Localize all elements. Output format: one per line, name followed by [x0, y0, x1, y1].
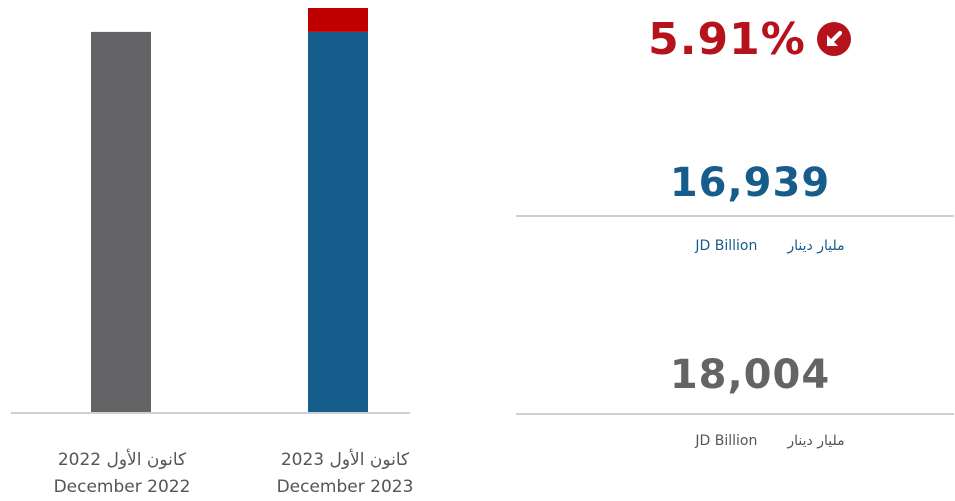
unit-en-label: JD Billion — [695, 433, 758, 449]
bar-chart — [11, 8, 410, 414]
category-label-2022-ar: كانون الأول 2022 — [57, 450, 187, 470]
category-label-2023-ar: كانون الأول 2023 — [280, 450, 410, 470]
figure-value-2022: 18,004 — [669, 352, 831, 398]
bar-december-2023-series-0 — [308, 31, 368, 413]
unit-en-label: JD Billion — [695, 238, 758, 254]
figure-unit-2022: JD Billion مليار دينار — [640, 433, 900, 449]
category-label-2023-en: December 2023 — [276, 477, 414, 497]
bar-december-2023-series-1 — [308, 8, 368, 32]
divider — [516, 215, 954, 217]
divider — [516, 413, 954, 415]
bars-group — [91, 8, 368, 413]
figure-unit-2023: JD Billion مليار دينار — [640, 238, 900, 254]
unit-ar-label: مليار دينار — [787, 433, 845, 449]
unit-ar-label: مليار دينار — [787, 238, 845, 254]
figure-value-2023: 16,939 — [669, 160, 831, 206]
arrow-down-left-icon — [816, 22, 851, 56]
category-label-2022-en: December 2022 — [53, 477, 191, 497]
percent-change-value: 5.91% — [648, 13, 806, 65]
percent-change: 5.91% — [620, 12, 880, 66]
bar-december-2022-series-0 — [91, 31, 151, 413]
